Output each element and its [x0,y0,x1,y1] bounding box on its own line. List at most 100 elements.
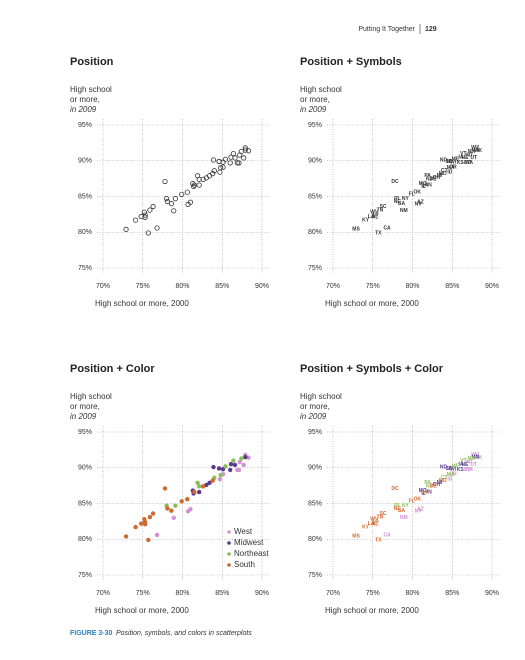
point-label: WV [370,210,379,216]
point [142,212,148,218]
point-label: DC [391,486,399,492]
point [150,203,156,210]
point-label: SC [380,511,387,517]
y-axis-label: High school [70,392,112,401]
point [228,467,233,473]
point [237,459,242,465]
point [200,176,206,182]
point-label: ID [447,170,452,176]
point-label: OH [433,175,441,181]
point [245,148,252,154]
point [138,521,144,526]
point [187,199,194,205]
x-tick-label: 75% [136,283,150,290]
chart-title: Position + Color [70,363,155,375]
point [123,226,129,232]
point [234,160,240,166]
point [211,464,216,470]
point-label: KY [362,217,370,223]
point [241,462,246,468]
point-label: HI [447,159,453,165]
point-label: WI [450,467,457,473]
y-axis-label: High school [300,392,342,401]
point-label: OK [414,190,422,196]
point-label: RI [394,196,400,202]
x-tick-label: 80% [405,283,419,290]
y-axis-label: or more, [70,95,100,104]
y-tick-label: 75% [78,572,92,579]
point-label: DE [430,484,438,490]
point-label: NM [400,515,408,521]
point-label: OR [449,165,457,171]
point [227,160,233,166]
point [133,524,138,530]
point-label: IA [458,462,463,468]
point-label: NC [394,506,402,512]
point [196,182,202,188]
point-label: SD [446,159,453,165]
point-label: AR [372,519,380,525]
point-label: NM [400,208,408,214]
point [150,511,156,516]
point [232,155,238,161]
legend-swatch [227,563,231,567]
y-tick-label: 95% [78,122,92,129]
point [195,173,201,179]
point [232,462,238,468]
y-tick-label: 80% [78,536,92,543]
page-number: 129 [425,26,437,33]
figure-label: FIGURE 3-30 [70,630,113,637]
point [216,466,222,471]
chart-title: Position [70,56,114,68]
legend-swatch [227,541,231,545]
point-label: MS [352,534,360,540]
point [230,151,236,157]
y-tick-label: 80% [78,229,92,236]
x-tick-label: 75% [366,283,380,290]
x-tick-label: 90% [255,283,269,290]
point-label: WV [370,517,379,523]
point [192,489,197,495]
point [162,486,168,491]
point-label: TN [377,207,384,213]
point-label: KS [457,467,465,473]
point [185,497,190,502]
point [231,458,236,463]
point-label: GA [398,508,406,514]
x-axis-label: High school or more, 2000 [95,606,189,615]
point [142,519,148,525]
point-label: PA [424,173,431,179]
point-label: NV [415,509,423,515]
legend-swatch [227,530,231,534]
y-axis-label: High school [300,85,342,94]
point-label: TN [377,514,384,520]
x-tick-label: 85% [445,283,459,290]
y-tick-label: 80% [308,229,322,236]
point [147,207,153,213]
point-label: MA [447,165,455,171]
point-label: NE [461,155,469,161]
point-label: MN [471,147,479,153]
point-label: MI [437,173,443,179]
y-tick-label: 75% [308,265,322,272]
point-label: IL [421,184,425,190]
x-tick-label: 75% [136,590,150,597]
point-label: NY [402,196,410,202]
y-axis-label: or more, [70,402,100,411]
point-label: MS [352,227,360,233]
x-tick-label: 90% [485,590,499,597]
point-label: NY [402,503,410,509]
point-label: NJ [426,484,433,490]
point-label: MT [466,152,473,158]
y-tick-label: 75% [308,572,322,579]
point-label: VA [421,182,428,188]
point-label: DC [391,179,399,185]
point-label: AZ [417,200,424,206]
point-label: OH [433,482,441,488]
point [123,534,129,539]
point [218,472,223,478]
x-tick-label: 70% [96,283,110,290]
point-label: ND [440,464,448,470]
point-label: MT [466,459,473,465]
point-label: NH [468,456,476,462]
